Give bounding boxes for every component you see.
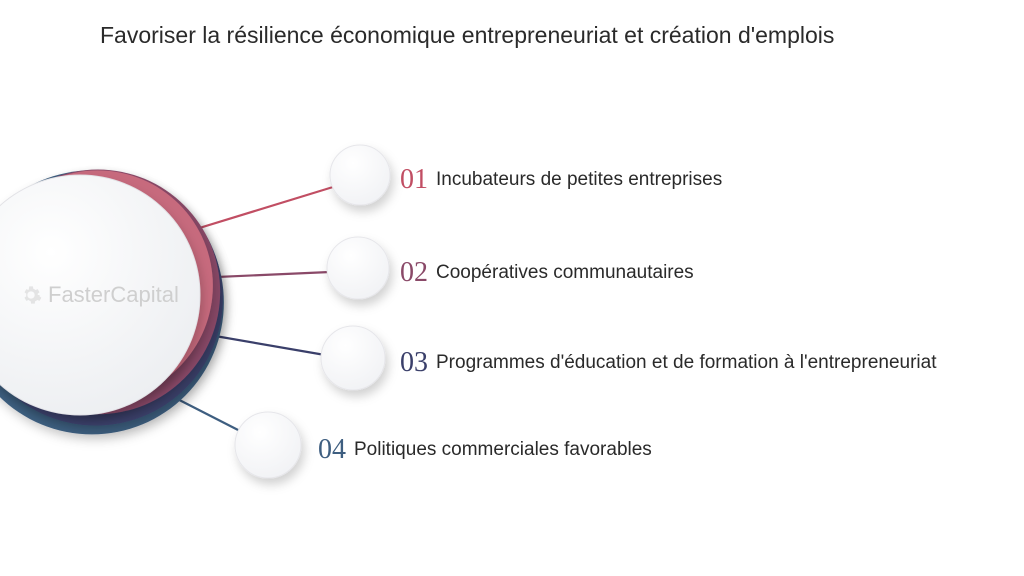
connector-line <box>192 332 325 355</box>
page-title: Favoriser la résilience économique entre… <box>100 22 834 49</box>
item-node <box>330 145 390 205</box>
gear-icon <box>20 284 42 306</box>
list-item: 04 Politiques commerciales favorables <box>318 434 652 466</box>
item-text: Incubateurs de petites entreprises <box>436 164 722 193</box>
connector-line <box>150 385 242 432</box>
item-node <box>327 237 389 299</box>
item-node <box>235 412 301 478</box>
item-number: 04 <box>318 434 346 466</box>
list-item: 02 Coopératives communautaires <box>400 257 694 289</box>
item-text: Politiques commerciales favorables <box>354 434 652 463</box>
watermark-text: FasterCapital <box>48 282 179 308</box>
connector-line <box>194 272 330 278</box>
item-number: 01 <box>400 164 428 196</box>
item-number: 02 <box>400 257 428 289</box>
item-text: Coopératives communautaires <box>436 257 694 286</box>
item-node <box>321 326 385 390</box>
connector-line <box>170 187 333 237</box>
item-text: Programmes d'éducation et de formation à… <box>436 347 936 376</box>
list-item: 03 Programmes d'éducation et de formation… <box>400 347 936 379</box>
watermark: FasterCapital <box>20 282 179 308</box>
list-item: 01 Incubateurs de petites entreprises <box>400 164 722 196</box>
item-number: 03 <box>400 347 428 379</box>
